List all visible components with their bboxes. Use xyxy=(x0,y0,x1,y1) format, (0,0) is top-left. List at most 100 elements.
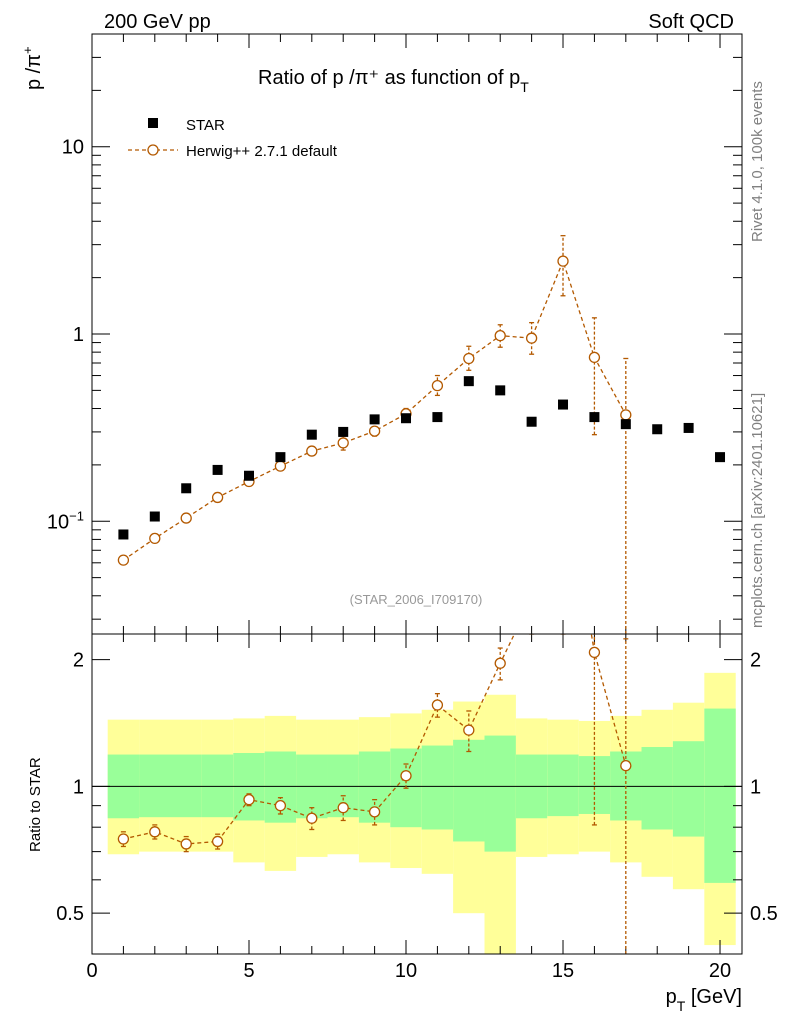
star-data-point xyxy=(683,422,694,433)
ratio-inner-band xyxy=(484,735,516,852)
x-tick-label: 10 xyxy=(395,960,417,982)
ratio-plot-frame xyxy=(91,633,743,955)
mc-point xyxy=(588,351,601,364)
legend-mc-label: Herwig++ 2.7.1 default xyxy=(186,143,338,160)
x-tick-label: 0 xyxy=(86,960,97,982)
ratio-plot-panel: 0.5 0.5 1 1 2 2 0 5 10 15 20 Ratio to STAR pT [Ge… xyxy=(27,633,778,1014)
star-data-point xyxy=(652,424,663,435)
rivet-side-label: Rivet 4.1.0, 100k events xyxy=(749,81,766,242)
mc-point xyxy=(431,379,444,392)
mc-point xyxy=(274,460,287,472)
star-data-point xyxy=(526,416,537,427)
ratio-y-tick-label-right: 2 xyxy=(750,650,761,672)
mc-point xyxy=(368,425,381,437)
main-plot-panel: 10−1 1 10 p /π+ Ratio of p /π⁺ as function… xyxy=(20,33,743,635)
star-data-point xyxy=(244,470,255,481)
mc-point xyxy=(149,532,161,545)
star-data-point xyxy=(338,426,349,437)
ratio-mc-point xyxy=(243,793,255,806)
mc-point xyxy=(557,255,569,267)
legend-star-marker xyxy=(148,118,158,128)
ratio-inner-band xyxy=(453,739,485,842)
star-data-point xyxy=(212,464,223,475)
mc-series xyxy=(117,235,632,634)
main-y-tick-labels: 10−1 1 10 xyxy=(47,137,84,534)
ratio-inner-band xyxy=(421,745,454,830)
x-tick-label: 20 xyxy=(709,960,731,982)
ratio-mc-point xyxy=(463,724,475,736)
ratio-y-tick-labels: 0.5 0.5 1 1 2 2 xyxy=(56,650,778,926)
ratio-inner-band xyxy=(704,708,736,883)
main-y-tick-label: 1 xyxy=(73,324,84,346)
ratio-mc-point xyxy=(588,646,601,659)
ratio-mc-point xyxy=(494,657,506,669)
header-right-label: Soft QCD xyxy=(648,11,734,33)
star-data-point xyxy=(149,511,160,522)
ratio-y-tick-label-right: 1 xyxy=(750,776,761,798)
ratio-inner-band xyxy=(641,747,673,830)
ratio-inner-band xyxy=(201,754,234,818)
ratio-mc-point xyxy=(400,770,412,782)
ratio-uncertainty-bands xyxy=(107,672,736,954)
star-data-point xyxy=(558,399,569,410)
star-data-point xyxy=(620,419,631,430)
main-axis-ticks xyxy=(91,33,742,634)
mc-series-line xyxy=(123,259,627,561)
ratio-y-tick-label-left: 2 xyxy=(73,650,84,672)
ratio-inner-band xyxy=(170,754,202,818)
header-left-label: 200 GeV pp xyxy=(104,11,211,33)
mc-point xyxy=(620,409,632,421)
main-y-tick-label: 10 xyxy=(62,137,84,159)
mc-point xyxy=(306,445,318,457)
legend-star-label: STAR xyxy=(186,117,225,134)
ratio-mc-point xyxy=(211,835,224,848)
ratio-mc-point xyxy=(180,838,192,850)
ratio-mc-series xyxy=(117,634,632,954)
ratio-y-tick-label-right: 0.5 xyxy=(750,903,778,925)
x-axis-label: pT [GeV] xyxy=(666,986,742,1014)
legend-mc-marker xyxy=(147,144,159,156)
star-data-point xyxy=(275,452,286,463)
ratio-mc-point xyxy=(337,802,349,814)
mc-point xyxy=(337,437,349,449)
mc-point xyxy=(494,329,506,342)
main-y-axis-label: p /π+ xyxy=(20,46,45,90)
analysis-id-label: (STAR_2006_I709170) xyxy=(350,592,483,607)
star-data-point xyxy=(432,412,443,423)
star-data-point xyxy=(715,452,726,463)
legend: STAR Herwig++ 2.7.1 default xyxy=(128,117,338,160)
star-data-point xyxy=(369,414,380,425)
mc-point xyxy=(211,491,224,504)
ratio-inner-band xyxy=(672,741,705,837)
x-tick-label: 5 xyxy=(243,960,254,982)
star-data-point xyxy=(463,376,474,387)
ratio-mc-point xyxy=(274,799,287,812)
ratio-mc-point xyxy=(117,833,130,845)
ratio-y-axis-label: Ratio to STAR xyxy=(27,757,44,852)
ratio-inner-band xyxy=(547,754,579,817)
x-tick-labels: 0 5 10 15 20 xyxy=(86,960,731,982)
mc-point xyxy=(117,554,130,566)
ratio-y-tick-label-left: 1 xyxy=(73,776,84,798)
mc-point xyxy=(180,512,192,524)
ratio-inner-band xyxy=(139,754,171,818)
mc-point xyxy=(463,352,475,365)
ratio-mc-point xyxy=(620,759,632,772)
mcplots-side-label: mcplots.cern.ch [arXiv:2401.10621] xyxy=(749,393,766,628)
star-data-point xyxy=(181,483,192,494)
ratio-mc-point xyxy=(149,826,161,838)
star-data-point xyxy=(589,412,600,423)
ratio-y-tick-label-left: 0.5 xyxy=(56,903,84,925)
star-data-point xyxy=(118,529,129,540)
star-data-point xyxy=(401,413,412,424)
ratio-mc-point xyxy=(306,812,318,824)
star-data-point xyxy=(306,429,317,440)
main-y-tick-label: 10−1 xyxy=(47,508,84,533)
mc-point xyxy=(525,332,538,344)
star-data-series xyxy=(118,376,726,540)
chart-title: Ratio of p /π⁺ as function of pT xyxy=(258,67,529,95)
x-tick-label: 15 xyxy=(552,960,574,982)
ratio-mc-point xyxy=(368,806,381,818)
ratio-mc-point xyxy=(431,699,444,711)
